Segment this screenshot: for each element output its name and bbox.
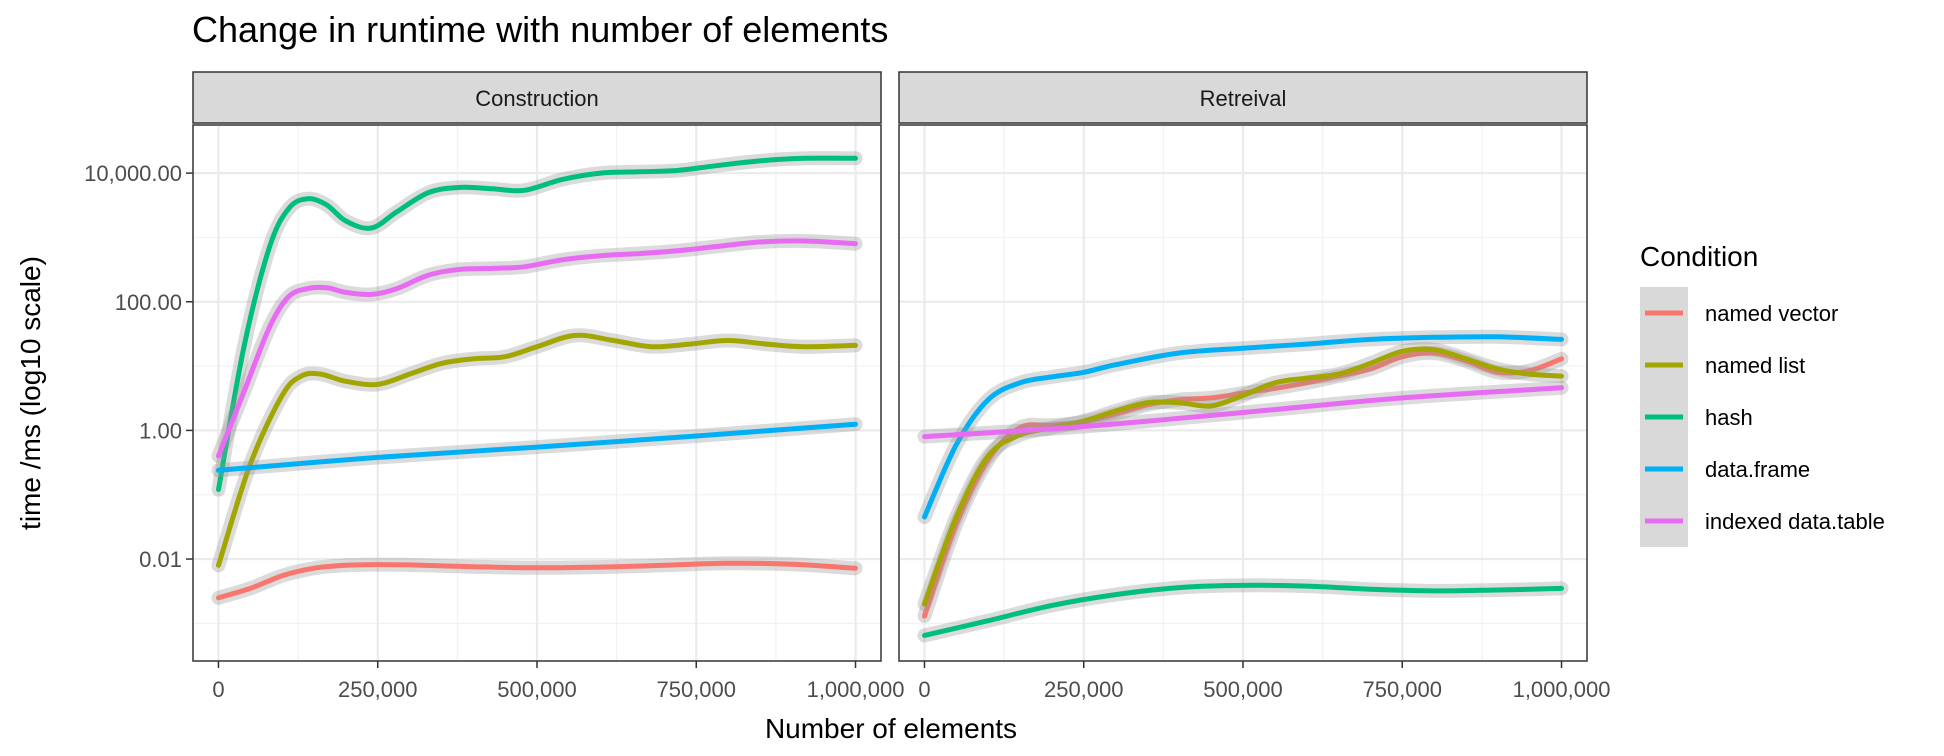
series-line-named-vector [216,560,858,601]
gridlines [899,125,1587,661]
panel-retreival: Retreival 0 250,000 500,000 750,000 1,000,000 [898,71,1611,702]
series-line-data-frame [216,421,858,473]
y-tick-label: 100.00 [115,290,182,315]
facet-strip-label: Construction [475,86,599,111]
legend-label: indexed data.table [1705,509,1885,534]
series-line-indexed-data-table [922,385,1564,440]
panels: Construction 0 250,000 500,000 750,000 1,000,… [84,71,1611,702]
gridlines [193,125,881,661]
facet-strip [898,71,1588,124]
x-tick-label: 750,000 [656,677,736,702]
legend-label: data.frame [1705,457,1810,482]
series-group [211,151,863,605]
series-group [917,329,1569,643]
chart-title: Change in runtime with number of element… [192,9,888,50]
legend-item-data-frame: data.frame [1640,443,1810,495]
legend-item-indexed-data-table: indexed data.table [1640,495,1885,547]
legend-label: hash [1705,405,1753,430]
series-line-hash [922,582,1564,638]
y-tick-label: 0.01 [139,547,182,572]
series-line-indexed-data-table [216,238,858,459]
x-tick-label: 0 [212,677,224,702]
series-line-hash [216,155,858,493]
series-line-named-list [216,332,858,568]
legend-title: Condition [1640,241,1758,272]
y-tick-label: 1.00 [139,418,182,443]
legend: Condition named vector named list hash data… [1640,241,1885,547]
x-tick-label: 250,000 [1044,677,1124,702]
x-tick-label: 1,000,000 [807,677,905,702]
x-tick-label: 500,000 [1203,677,1283,702]
facet-strip [192,71,882,124]
x-tick-label: 250,000 [338,677,418,702]
series-line-named-list [922,346,1564,607]
x-tick-label: 0 [918,677,930,702]
legend-label: named vector [1705,301,1838,326]
facet-strip-label: Retreival [1200,86,1287,111]
series-line-data-frame [922,334,1564,520]
panel-construction: Construction 0 250,000 500,000 750,000 1,000,… [84,71,905,702]
x-tick-label: 1,000,000 [1513,677,1611,702]
x-axis-title: Number of elements [765,713,1017,744]
legend-item-named-vector: named vector [1640,287,1838,339]
y-tick-label: 10,000.00 [84,161,182,186]
legend-label: named list [1705,353,1805,378]
y-axis-title: time /ms (log10 scale) [15,256,46,530]
x-tick-label: 500,000 [497,677,577,702]
legend-item-hash: hash [1640,391,1753,443]
x-tick-label: 750,000 [1362,677,1442,702]
legend-item-named-list: named list [1640,339,1805,391]
